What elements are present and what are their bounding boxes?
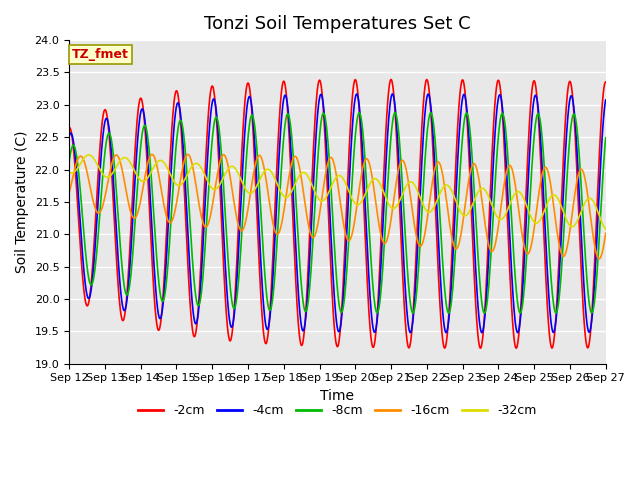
-16cm [371, 192, 379, 198]
Y-axis label: Soil Temperature (C): Soil Temperature (C) [15, 131, 29, 273]
-32cm [107, 172, 115, 178]
-8cm [293, 211, 301, 217]
-32cm [129, 165, 137, 170]
Line: -4cm: -4cm [69, 94, 605, 333]
-2cm [304, 271, 312, 276]
-32cm [293, 177, 301, 182]
-32cm [314, 195, 322, 201]
-16cm [314, 221, 322, 227]
-4cm [304, 288, 312, 294]
Title: Tonzi Soil Temperatures Set C: Tonzi Soil Temperatures Set C [204, 15, 470, 33]
Text: TZ_fmet: TZ_fmet [72, 48, 129, 61]
-4cm [129, 221, 136, 227]
-16cm [602, 230, 609, 236]
-2cm [65, 125, 73, 131]
-16cm [595, 256, 603, 262]
-32cm [65, 169, 73, 175]
Line: -32cm: -32cm [69, 155, 605, 229]
-4cm [314, 112, 321, 118]
-8cm [107, 133, 115, 139]
-8cm [602, 135, 609, 141]
Line: -8cm: -8cm [69, 113, 605, 313]
-4cm [371, 329, 378, 335]
-8cm [371, 299, 378, 304]
Line: -2cm: -2cm [69, 80, 605, 348]
-32cm [305, 174, 312, 180]
-2cm [107, 154, 115, 159]
-16cm [305, 221, 312, 227]
-4cm [388, 91, 396, 97]
-32cm [602, 226, 609, 232]
-2cm [477, 345, 484, 351]
-2cm [314, 85, 321, 91]
-16cm [65, 191, 73, 196]
-4cm [293, 263, 301, 269]
-8cm [391, 110, 399, 116]
-2cm [602, 79, 609, 85]
-16cm [293, 156, 301, 162]
-8cm [481, 310, 488, 316]
X-axis label: Time: Time [321, 389, 355, 403]
-8cm [65, 159, 73, 165]
-32cm [371, 176, 379, 181]
-2cm [293, 297, 301, 303]
-4cm [65, 133, 73, 139]
Legend: -2cm, -4cm, -8cm, -16cm, -32cm: -2cm, -4cm, -8cm, -16cm, -32cm [133, 399, 541, 422]
-8cm [129, 254, 136, 260]
-2cm [387, 77, 395, 83]
-16cm [107, 166, 115, 171]
-16cm [184, 152, 192, 157]
-16cm [129, 214, 136, 219]
-4cm [442, 330, 450, 336]
-4cm [107, 140, 115, 146]
Line: -16cm: -16cm [69, 155, 605, 259]
-8cm [314, 160, 321, 166]
-2cm [129, 194, 136, 200]
-8cm [304, 301, 312, 307]
-2cm [371, 341, 378, 347]
-4cm [602, 97, 609, 103]
-32cm [85, 152, 93, 158]
